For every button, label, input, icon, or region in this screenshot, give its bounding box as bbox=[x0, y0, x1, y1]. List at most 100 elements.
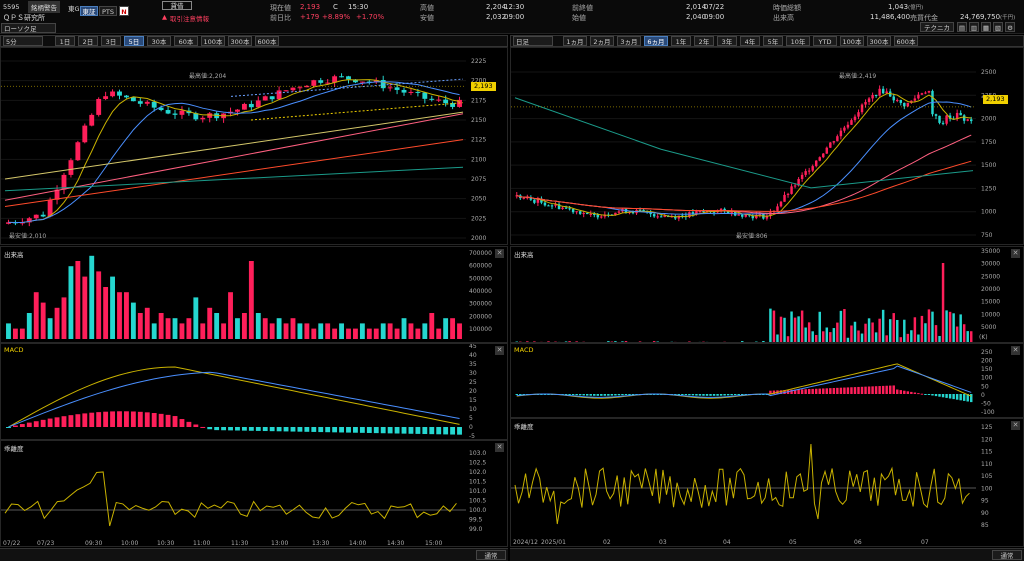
range-button[interactable]: 2日 bbox=[78, 36, 98, 46]
volume-bar bbox=[892, 313, 895, 342]
x-axis-label: 14:00 bbox=[349, 540, 366, 547]
close-icon[interactable]: ✕ bbox=[495, 443, 504, 452]
range-button[interactable]: 3ヵ月 bbox=[617, 36, 641, 46]
range-button[interactable]: 10年 bbox=[786, 36, 810, 46]
candle-body bbox=[526, 197, 529, 199]
range-button[interactable]: 300本 bbox=[228, 36, 252, 46]
volume-bar bbox=[881, 309, 885, 342]
right-price-pane[interactable]: 2500225020001750150012501000750最高値:2,419… bbox=[510, 47, 1024, 245]
left-macd-pane[interactable]: 45 40 35 30 25 20 15 10 5 0 -5 MACD ✕ bbox=[0, 343, 508, 440]
candle-body bbox=[26, 218, 32, 223]
right-volume-pane[interactable]: 35000 30000 25000 20000 15000 10000 5000 (K) 出来… bbox=[510, 246, 1024, 343]
axis-tick-label: 2075 bbox=[471, 176, 486, 183]
range-button[interactable]: 600本 bbox=[894, 36, 918, 46]
left-scrollbar[interactable]: 通常 bbox=[0, 548, 508, 561]
range-button[interactable]: 2年 bbox=[694, 36, 714, 46]
left-price-chart: 2225 2200 2175 2150 2125 2100 2075 2050 2025 2000… bbox=[1, 58, 486, 242]
layout-icon[interactable]: ▥ bbox=[969, 22, 979, 32]
range-button[interactable]: YTD bbox=[813, 36, 837, 46]
range-button[interactable]: 4年 bbox=[740, 36, 760, 46]
close-icon[interactable]: ✕ bbox=[1011, 249, 1020, 258]
left-price-pane[interactable]: 2225 2200 2175 2150 2125 2100 2075 2050 2025 2000… bbox=[0, 47, 508, 245]
volume-bar bbox=[318, 323, 324, 339]
macd-histogram-bar bbox=[818, 388, 821, 394]
axis-tick-label: 1750 bbox=[981, 139, 996, 146]
range-button[interactable]: 3年 bbox=[717, 36, 737, 46]
candle-body bbox=[103, 96, 109, 99]
volume-bar bbox=[568, 341, 571, 342]
prev-close: 2,014 bbox=[686, 3, 707, 11]
candle-body bbox=[529, 197, 533, 200]
macd-histogram-bar bbox=[450, 427, 456, 435]
range-button[interactable]: 5年 bbox=[763, 36, 783, 46]
candle-body bbox=[899, 100, 903, 103]
left-volume-label: 出来高 bbox=[4, 251, 24, 259]
close-icon[interactable]: ✕ bbox=[1011, 421, 1020, 430]
volume-bar bbox=[698, 341, 702, 342]
candle-body bbox=[631, 211, 635, 214]
left-deviation-pane[interactable]: 103.0 102.5 102.0 101.5 101.0 100.5 100.0 99.5 9… bbox=[0, 440, 508, 547]
range-button[interactable]: 30本 bbox=[147, 36, 171, 46]
layout-icon[interactable]: ▦ bbox=[981, 22, 991, 32]
volume-bar bbox=[54, 307, 60, 339]
right-price-chart: 2500225020001750150012501000750最高値:2,419… bbox=[511, 69, 996, 240]
chart-type-select[interactable]: ローソク足 bbox=[1, 23, 56, 33]
axis-tick-label: 120 bbox=[981, 436, 993, 443]
candle-body bbox=[913, 98, 917, 101]
close-icon[interactable]: ✕ bbox=[1011, 346, 1020, 355]
volume-bar bbox=[255, 313, 261, 339]
range-button[interactable]: 2ヵ月 bbox=[590, 36, 614, 46]
range-button[interactable]: 600本 bbox=[255, 36, 279, 46]
trend-line bbox=[250, 102, 464, 121]
range-button[interactable]: 1日 bbox=[55, 36, 75, 46]
right-macd-pane[interactable]: 250 200 150 100 50 0 -50 -100 MACD ✕ bbox=[510, 343, 1024, 418]
volume-bar bbox=[913, 317, 917, 342]
candle-body bbox=[96, 98, 102, 115]
range-button[interactable]: 5日 bbox=[124, 36, 144, 46]
range-button[interactable]: 300本 bbox=[867, 36, 891, 46]
exchange-pts-button[interactable]: PTS bbox=[99, 6, 117, 16]
macd-histogram-bar bbox=[6, 427, 11, 428]
brand-tab[interactable]: 銘柄警告 bbox=[28, 1, 60, 13]
macd-histogram-bar bbox=[585, 394, 589, 396]
axis-tick-label: 20 bbox=[469, 388, 477, 395]
macd-histogram-bar bbox=[318, 427, 324, 433]
grid-icon[interactable]: ▧ bbox=[993, 22, 1003, 32]
right-scrollbar[interactable]: 通常 bbox=[510, 548, 1024, 561]
open-value: 2,040 bbox=[686, 13, 707, 21]
volume-bar bbox=[373, 328, 379, 339]
macd-histogram-bar bbox=[790, 389, 793, 394]
left-interval-select[interactable]: 5分 bbox=[3, 36, 43, 46]
settings-icon[interactable]: ⚙ bbox=[1005, 22, 1015, 32]
range-button[interactable]: 100本 bbox=[201, 36, 225, 46]
candle-body bbox=[705, 210, 709, 212]
layout-icon[interactable]: ▤ bbox=[957, 22, 967, 32]
volume-bar bbox=[75, 261, 81, 339]
macd-histogram-bar bbox=[896, 389, 899, 394]
right-interval-select[interactable]: 日足 bbox=[513, 36, 553, 46]
close-icon[interactable]: ✕ bbox=[495, 249, 504, 258]
macd-histogram-bar bbox=[144, 412, 150, 427]
range-button[interactable]: 1年 bbox=[671, 36, 691, 46]
technical-button[interactable]: テクニカル bbox=[920, 22, 954, 42]
trade-alert[interactable]: 取引注意情報 bbox=[170, 15, 209, 23]
left-scale-select[interactable]: 通常 bbox=[476, 550, 506, 560]
volume-bar bbox=[638, 341, 642, 342]
candle-body bbox=[332, 76, 338, 83]
range-button[interactable]: 1ヵ月 bbox=[563, 36, 587, 46]
volume-bar bbox=[422, 323, 428, 339]
right-scale-select[interactable]: 通常 bbox=[992, 550, 1022, 560]
volume-bar bbox=[804, 327, 807, 342]
range-button[interactable]: 100本 bbox=[840, 36, 864, 46]
right-deviation-pane[interactable]: 125 120 115 110 105 100 95 90 85 2024/12 2025/01 02… bbox=[510, 418, 1024, 547]
range-button[interactable]: 60本 bbox=[174, 36, 198, 46]
axis-tick-label: 15 bbox=[469, 397, 477, 404]
news-icon[interactable]: N bbox=[119, 6, 129, 16]
close-icon[interactable]: ✕ bbox=[495, 346, 504, 355]
left-volume-pane[interactable]: 700000 600000 500000 400000 300000 200000 1000… bbox=[0, 246, 508, 343]
range-button[interactable]: 3日 bbox=[101, 36, 121, 46]
range-button[interactable]: 6ヵ月 bbox=[644, 36, 668, 46]
exchange-tse-button[interactable]: 東証 bbox=[80, 6, 98, 16]
macd-histogram-bar bbox=[47, 418, 53, 427]
axis-tick-label: 105 bbox=[981, 473, 993, 480]
